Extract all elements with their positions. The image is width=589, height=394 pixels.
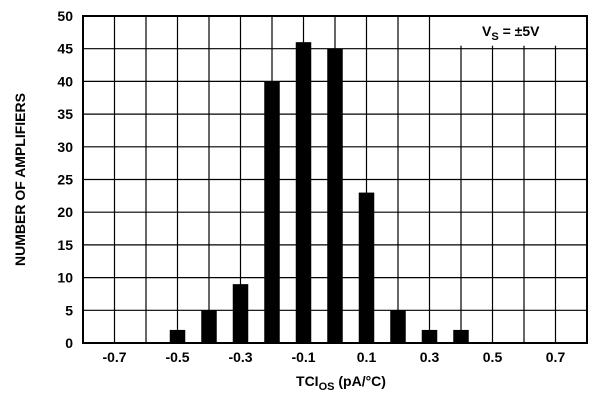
histogram-bar [201,310,217,343]
x-axis-label-main: TCI [296,373,319,389]
x-tick-label: -0.5 [165,349,189,365]
x-axis-label-subscript: OS [319,381,335,393]
x-tick-labels: -0.7 -0.5 -0.3 -0.1 0.1 0.3 0.5 0.7 [102,349,565,365]
y-tick-label: 45 [57,41,73,57]
histogram-bar [264,81,280,344]
y-axis-label: NUMBER OF AMPLIFIERS [12,93,28,266]
histogram-bar [232,284,249,343]
y-tick-label: 50 [57,8,73,24]
x-tick-label: 0.7 [546,349,566,365]
histogram-bar [421,329,438,343]
annotation-text: VS = ±5V [482,23,540,43]
y-tick-label: 40 [57,73,73,89]
x-tick-label: -0.1 [291,349,315,365]
x-axis-label-unit: (pA/°C) [334,373,385,389]
annotation-subscript: S [491,31,498,43]
histogram-bar [169,329,186,343]
x-tick-label: 0.1 [357,349,377,365]
plot-frame [82,15,588,344]
x-tick-label: 0.3 [420,349,440,365]
y-tick-label: 25 [57,172,73,188]
y-tick-label: 0 [65,335,73,351]
histogram-bar [390,310,406,343]
histogram-bar [327,48,343,343]
y-tick-label: 10 [57,270,73,286]
x-axis-label: TCIOS (pA/°C) [296,373,386,393]
y-tick-label: 35 [57,106,73,122]
histogram-bar [295,42,312,343]
y-tick-label: 5 [65,302,73,318]
histogram-bar [358,192,375,343]
x-tick-label: 0.5 [483,349,503,365]
bars [169,42,469,344]
x-tick-label: -0.3 [228,349,252,365]
annotation-rest: = ±5V [499,23,540,39]
annotation-main: V [482,23,492,39]
annotation-box [435,17,586,46]
supply-annotation: VS = ±5V [435,17,586,46]
histogram-bar [453,329,469,343]
x-tick-label: -0.7 [102,349,126,365]
y-tick-labels: 0 5 10 15 20 25 30 35 40 45 50 [57,8,73,351]
y-tick-label: 20 [57,204,73,220]
y-tick-label: 15 [57,237,73,253]
y-tick-label: 30 [57,139,73,155]
